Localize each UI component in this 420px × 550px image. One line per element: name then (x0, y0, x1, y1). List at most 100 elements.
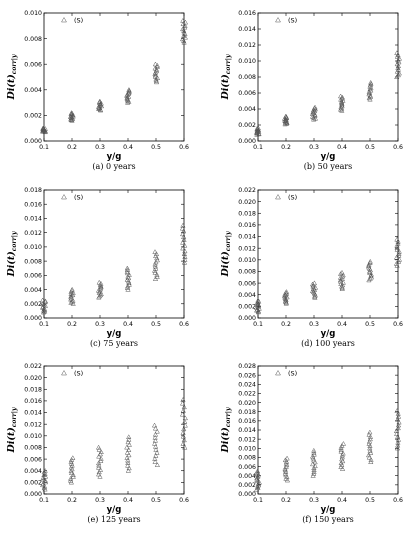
data-point (368, 79, 374, 85)
y-axis-label-subscript: corr|y (11, 231, 18, 251)
data-point (152, 72, 159, 78)
y-tick-label: 0.002 (24, 113, 42, 120)
data-point (367, 260, 373, 266)
data-point (395, 434, 401, 439)
y-tick-label: 0.028 (238, 363, 256, 370)
y-axis-label: Di(t)corr|y (220, 407, 232, 453)
data-point (367, 94, 374, 99)
data-cluster-f-4 (366, 429, 374, 465)
y-tick-label: 0.006 (238, 464, 256, 471)
data-point (367, 258, 373, 264)
y-tick-label: 0.002 (24, 301, 42, 308)
data-point (180, 408, 186, 413)
data-point (124, 455, 130, 460)
y-tick-label: 0.000 (24, 315, 42, 322)
data-point (284, 477, 291, 483)
x-tick-label: 0.6 (179, 321, 189, 328)
y-axis-label-main: Di(t) (220, 251, 231, 277)
data-point (366, 452, 372, 458)
data-point (368, 456, 374, 462)
data-point (40, 475, 46, 480)
data-cluster-e-2 (95, 444, 104, 479)
plot-frame-e (43, 365, 185, 495)
plot-frame-d (257, 189, 399, 319)
legend-label: (S) (74, 369, 83, 377)
data-point (124, 285, 131, 290)
data-point (96, 464, 102, 470)
data-point (154, 75, 161, 80)
data-point (42, 483, 48, 489)
y-tick-label: 0.006 (24, 273, 42, 280)
legend-marker-triangle-icon (275, 193, 281, 200)
y-tick-label: 0.014 (238, 234, 256, 241)
panel-e: 0.000 0.002 0.004 0.006 0.008 0.010 0.012 0.014… (6, 363, 189, 524)
data-point (125, 462, 131, 468)
y-tick-label: 0.016 (238, 222, 256, 229)
y-tick-label: 0.002 (238, 304, 256, 311)
data-point (254, 126, 260, 132)
x-tick-label: 0.2 (281, 144, 291, 151)
data-point (152, 431, 159, 437)
legend-marker-triangle-icon (61, 369, 67, 376)
data-point (98, 284, 104, 290)
data-point (126, 465, 132, 471)
data-point (283, 289, 290, 294)
data-point (125, 468, 131, 473)
x-tick-label: 0.1 (39, 144, 49, 151)
data-point (396, 419, 402, 425)
data-point (339, 282, 346, 288)
y-tick-label: 0.004 (238, 106, 256, 113)
data-point (96, 462, 102, 468)
data-point (256, 479, 262, 485)
data-point (311, 280, 318, 286)
data-point (181, 251, 187, 257)
data-point (256, 298, 262, 304)
y-axis-label-subscript: corr|y (225, 407, 232, 427)
data-point (283, 460, 289, 466)
x-tick-label: 0.2 (67, 144, 77, 151)
data-point (256, 482, 262, 488)
x-tick-label: 0.6 (179, 497, 189, 504)
data-point (339, 276, 345, 281)
data-point (42, 468, 48, 473)
panel-caption: (f) 150 years (302, 515, 354, 524)
data-point (182, 419, 188, 424)
data-point (312, 284, 319, 290)
panel-caption: (a) 0 years (92, 162, 135, 171)
data-point (395, 439, 401, 445)
data-point (365, 263, 372, 268)
data-cluster-e-5 (179, 397, 188, 450)
data-point (97, 288, 103, 294)
data-point (368, 271, 374, 277)
data-point (366, 431, 372, 437)
y-tick-label: 0.000 (24, 491, 42, 498)
y-tick-label: 0.014 (24, 216, 42, 223)
x-axis-label: y/g (107, 329, 122, 339)
data-point (152, 434, 158, 440)
y-tick-label: 0.022 (24, 363, 42, 370)
data-point (42, 473, 49, 479)
y-tick-label: 0.004 (238, 292, 256, 299)
data-point (180, 245, 186, 251)
data-point (182, 34, 188, 40)
data-point (126, 434, 132, 439)
data-point (153, 79, 160, 85)
data-point (338, 271, 344, 276)
data-point (180, 21, 186, 27)
y-tick-label: 0.010 (238, 58, 256, 65)
y-tick-label: 0.014 (238, 427, 256, 434)
y-tick-label: 0.008 (238, 74, 256, 81)
data-cluster-c-5 (179, 222, 188, 265)
data-point (367, 445, 373, 451)
data-point (126, 281, 132, 287)
data-point (152, 425, 159, 431)
data-point (97, 467, 104, 472)
data-cluster-a-3 (124, 87, 132, 105)
x-tick-label: 0.1 (253, 497, 263, 504)
data-point (337, 277, 344, 283)
data-point (182, 444, 188, 450)
data-point (153, 443, 159, 449)
data-point (180, 433, 187, 439)
x-axis-label: y/g (321, 329, 336, 339)
data-point (254, 476, 260, 482)
